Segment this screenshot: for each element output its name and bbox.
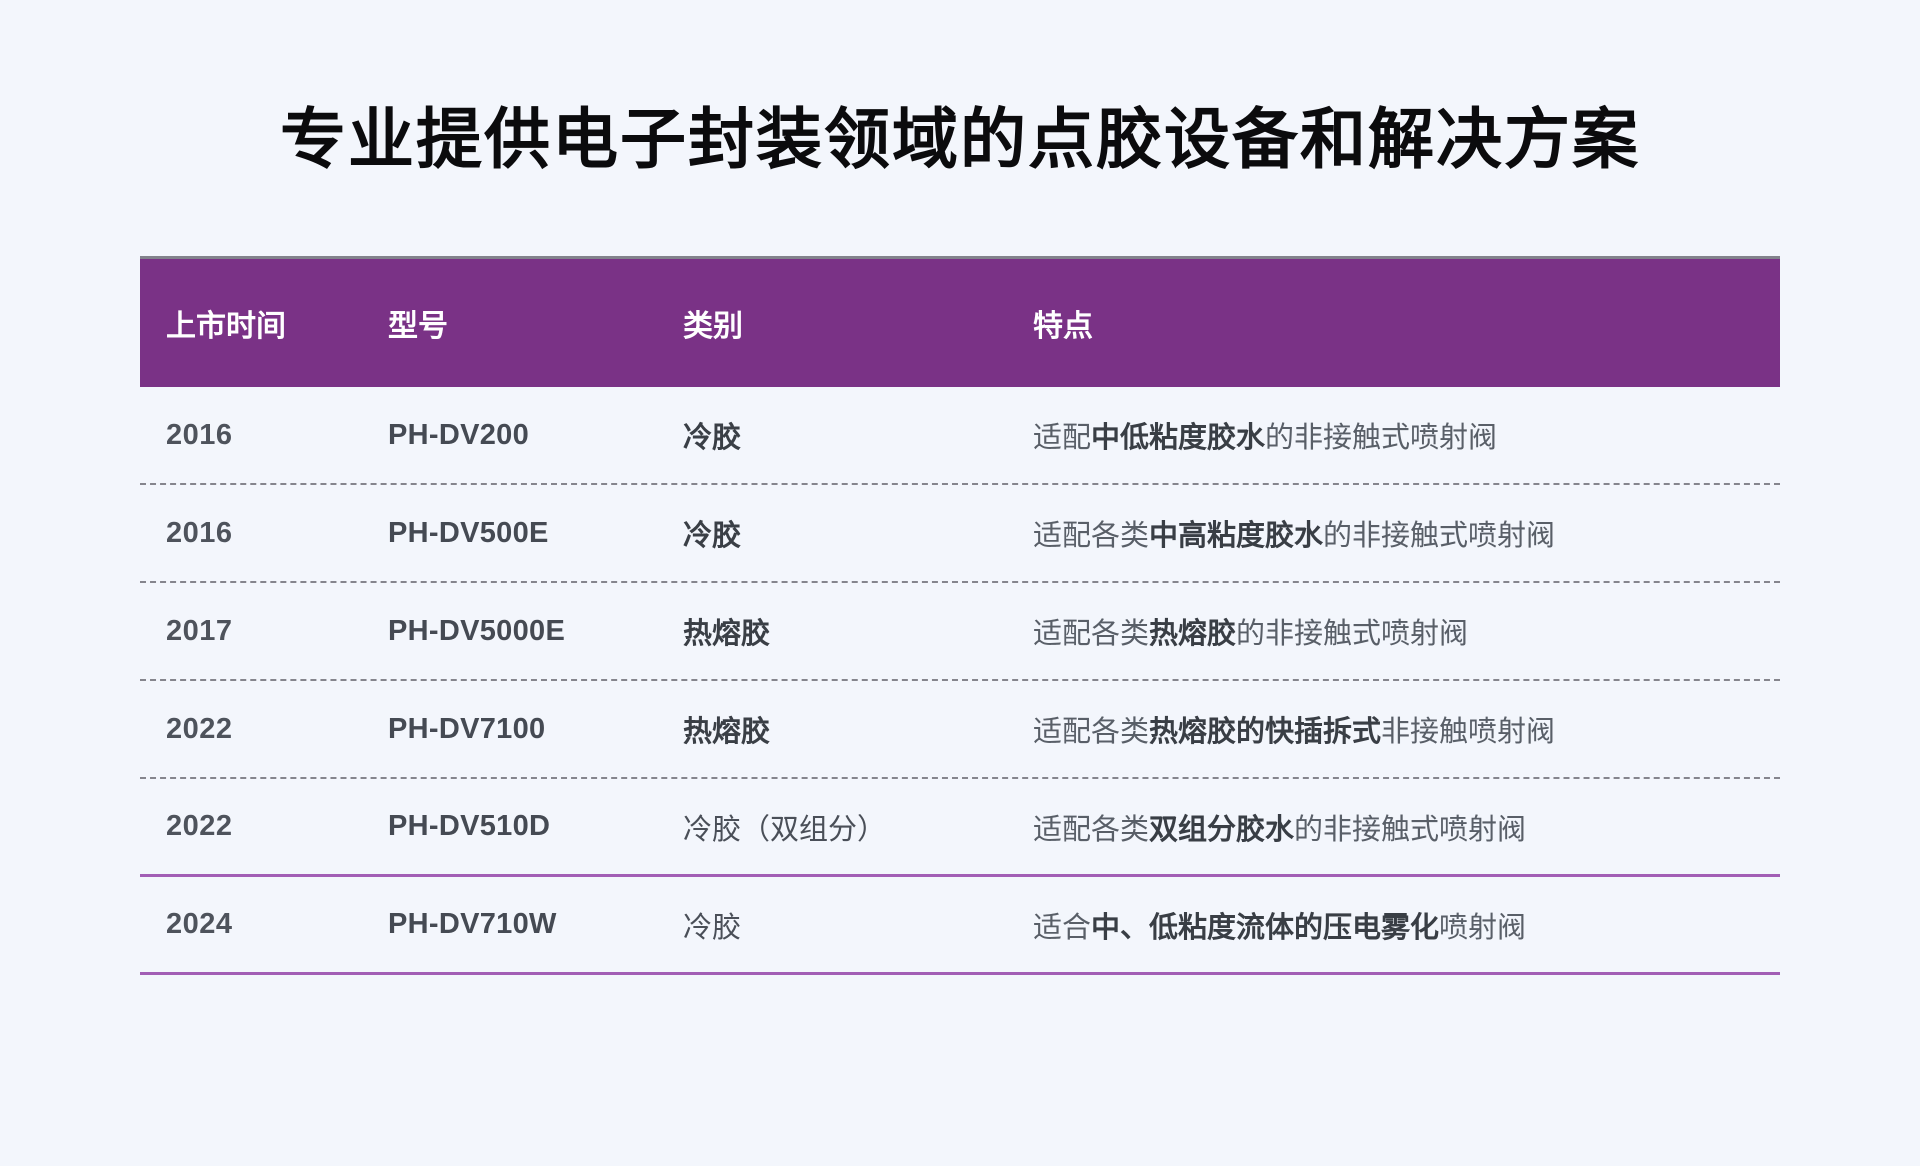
cell-model: PH-DV710W [388,908,557,940]
feature-text-prefix: 适配各类 [1033,618,1150,650]
table-header: 上市时间 型号 类别 特点 [140,256,1780,387]
feature-text-suffix: 的非接触式喷射阀 [1265,422,1498,454]
cell-model: PH-DV510D [388,810,551,842]
feature-text-suffix: 非接触喷射阀 [1381,716,1556,748]
cell-launch-date: 2016 [166,418,233,451]
cell-features: 适合中、低粘度流体的压电雾化喷射阀 [1033,904,1780,946]
cell-launch-date: 2022 [166,712,233,745]
cell-category: 热熔胶 [683,716,771,748]
cell-model: PH-DV500E [388,516,549,549]
cell-model: PH-DV200 [388,418,530,451]
cell-launch-date: 2024 [166,908,233,940]
feature-text-prefix: 适合 [1033,911,1092,944]
feature-text-prefix: 适配 [1033,422,1092,454]
cell-category: 冷胶（双组分） [683,813,887,846]
cell-model: PH-DV7100 [388,712,546,745]
header-cell-launch-date: 上市时间 [166,310,286,343]
feature-text-bold: 中高粘度胶水 [1149,520,1324,552]
feature-text-bold: 热熔胶的快插拆式 [1149,716,1382,748]
feature-text-suffix: 的非接触式喷射阀 [1323,520,1556,552]
cell-category: 冷胶 [683,520,742,552]
feature-text-suffix: 的非接触式喷射阀 [1294,813,1527,846]
feature-text-prefix: 适配各类 [1033,813,1150,846]
header-cell-category: 类别 [683,310,743,343]
table-row: 2016 PH-DV200 冷胶 适配中低粘度胶水的非接触式喷射阀 [140,387,1780,485]
cell-features: 适配各类中高粘度胶水的非接触式喷射阀 [1033,512,1780,554]
header-cell-model: 型号 [388,310,448,343]
page-title: 专业提供电子封装领域的点胶设备和解决方案 [280,102,1640,176]
cell-features: 适配各类热熔胶的快插拆式非接触喷射阀 [1033,708,1780,750]
feature-text-bold: 热熔胶 [1149,618,1237,650]
cell-category: 冷胶 [683,911,742,944]
cell-features: 适配各类双组分胶水的非接触式喷射阀 [1033,806,1780,848]
feature-text-prefix: 适配各类 [1033,716,1150,748]
cell-category: 冷胶 [683,422,742,454]
header-cell-features: 特点 [1033,310,1093,343]
feature-text-prefix: 适配各类 [1033,520,1150,552]
feature-text-bold: 中低粘度胶水 [1091,422,1266,454]
table-row: 2022 PH-DV510D 冷胶（双组分） 适配各类双组分胶水的非接触式喷射阀 [140,779,1780,877]
products-table: 上市时间 型号 类别 特点 2016 PH-DV200 冷胶 适配中低粘度胶水的… [140,256,1780,975]
table-row: 2017 PH-DV5000E 热熔胶 适配各类热熔胶的非接触式喷射阀 [140,583,1780,681]
feature-text-suffix: 的非接触式喷射阀 [1236,618,1469,650]
cell-model: PH-DV5000E [388,614,566,647]
cell-launch-date: 2017 [166,614,233,647]
feature-text-suffix: 喷射阀 [1439,911,1527,944]
cell-launch-date: 2016 [166,516,233,549]
cell-category: 热熔胶 [683,618,771,650]
table-row: 2016 PH-DV500E 冷胶 适配各类中高粘度胶水的非接触式喷射阀 [140,485,1780,583]
table-row: 2024 PH-DV710W 冷胶 适合中、低粘度流体的压电雾化喷射阀 [140,877,1780,975]
feature-text-bold: 中、低粘度流体的压电雾化 [1091,911,1440,944]
cell-features: 适配各类热熔胶的非接触式喷射阀 [1033,610,1780,652]
cell-features: 适配中低粘度胶水的非接触式喷射阀 [1033,414,1780,456]
feature-text-bold: 双组分胶水 [1149,813,1295,846]
cell-launch-date: 2022 [166,810,233,842]
table-row: 2022 PH-DV7100 热熔胶 适配各类热熔胶的快插拆式非接触喷射阀 [140,681,1780,779]
